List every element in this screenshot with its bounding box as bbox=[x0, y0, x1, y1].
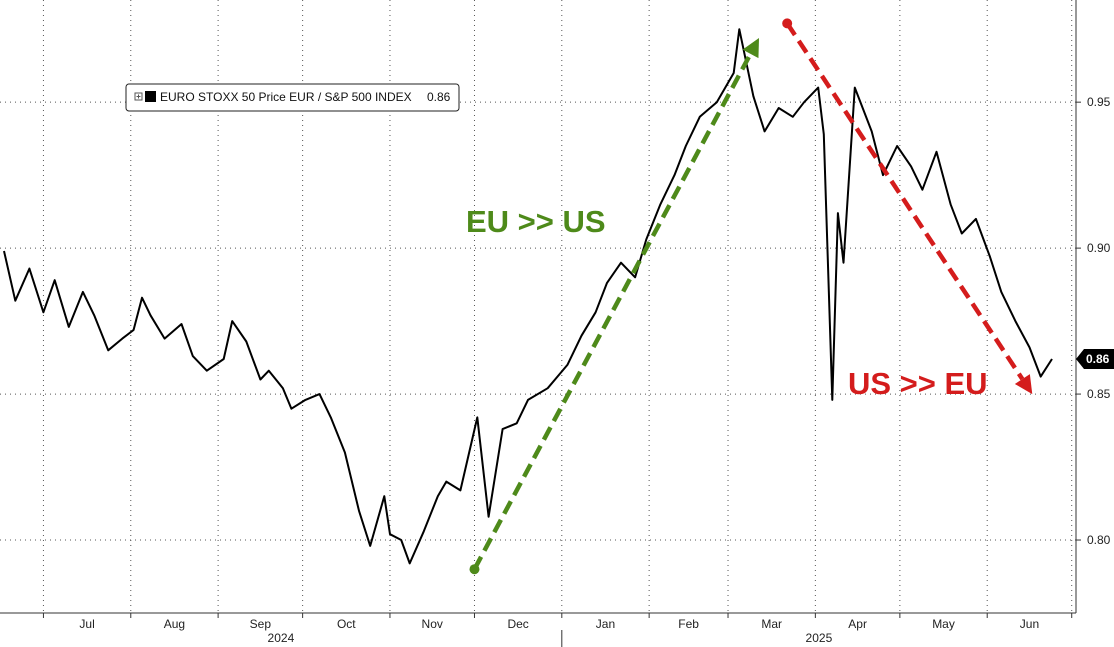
legend-swatch bbox=[145, 91, 156, 102]
series-line-eurostoxx-spx-ratio bbox=[3, 28, 1053, 565]
series-layer bbox=[3, 28, 1053, 565]
xtick-label-nov: Nov bbox=[422, 617, 443, 631]
xtick-label-jun: Jun bbox=[1020, 617, 1039, 631]
legend: EURO STOXX 50 Price EUR / S&P 500 INDEX … bbox=[125, 83, 460, 112]
ytick-label-0.90: 0.90 bbox=[1087, 241, 1111, 255]
xtick-label-feb: Feb bbox=[678, 617, 699, 631]
annotation-eu-over-us: EU >> US bbox=[466, 204, 606, 239]
year-label-2025: 2025 bbox=[806, 631, 833, 645]
xtick-label-mar: Mar bbox=[761, 617, 782, 631]
ytick-label-0.80: 0.80 bbox=[1087, 533, 1111, 547]
legend-series-value: 0.86 bbox=[427, 90, 451, 104]
ytick-label-0.95: 0.95 bbox=[1087, 95, 1111, 109]
xtick-label-jan: Jan bbox=[596, 617, 615, 631]
xtick-label-sep: Sep bbox=[250, 617, 272, 631]
gridlines bbox=[0, 0, 1076, 613]
xtick-label-jul: Jul bbox=[79, 617, 94, 631]
eu-over-us-arrow-head bbox=[742, 37, 760, 59]
ytick-label-0.85: 0.85 bbox=[1087, 387, 1111, 401]
last-value-label: 0.86 bbox=[1086, 352, 1110, 366]
annotations-layer: EU >> US US >> EU bbox=[466, 18, 1033, 575]
xtick-label-apr: Apr bbox=[848, 617, 867, 631]
xtick-label-oct: Oct bbox=[337, 617, 356, 631]
us-over-eu-arrow-head bbox=[1014, 374, 1033, 395]
annotation-us-over-eu: US >> EU bbox=[848, 366, 988, 401]
legend-expand-icon[interactable] bbox=[134, 92, 143, 101]
xtick-label-dec: Dec bbox=[507, 617, 528, 631]
eu-over-us-arrow-start-dot bbox=[469, 564, 480, 575]
legend-box bbox=[125, 83, 460, 112]
year-label-2024: 2024 bbox=[268, 631, 295, 645]
last-value-tag bbox=[1076, 349, 1114, 370]
eu-over-us-arrow-shaft bbox=[472, 52, 753, 571]
xtick-label-may: May bbox=[932, 617, 955, 631]
us-over-eu-arrow-start-dot bbox=[782, 18, 793, 29]
xtick-label-aug: Aug bbox=[164, 617, 185, 631]
us-over-eu-arrow-shaft bbox=[785, 22, 1025, 381]
legend-series-name: EURO STOXX 50 Price EUR / S&P 500 INDEX bbox=[160, 90, 412, 104]
